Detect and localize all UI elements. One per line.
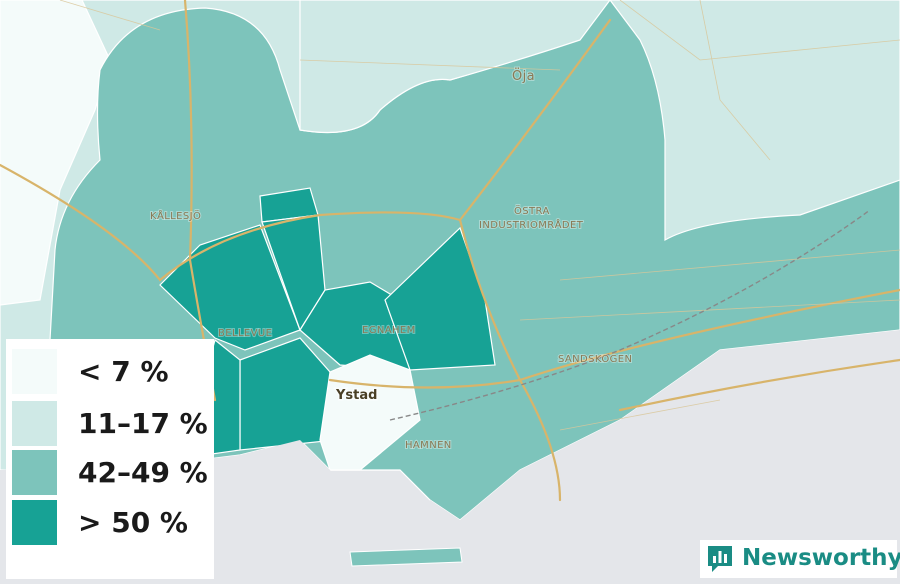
place-label-ostra-1: ÖSTRA [514, 204, 550, 217]
legend-label-high: > 50 % [78, 506, 188, 539]
legend: < 7 % 11–17 % 42–49 % > 50 % [6, 339, 214, 579]
railway [389, 209, 871, 421]
place-label-hamnen: HAMNEN [405, 440, 452, 451]
region-high-5[interactable] [384, 226, 496, 371]
place-label-ostra-2: INDUSTRIOMRÅDET [479, 218, 584, 231]
legend-label-low: 11–17 % [78, 407, 208, 440]
legend-swatch-high [12, 500, 57, 545]
legend-label-mid: 42–49 % [78, 456, 208, 489]
legend-item-lowest: < 7 % [12, 349, 212, 394]
harbour-pier [349, 547, 463, 567]
place-label-oja: Öja [512, 67, 535, 84]
legend-item-low: 11–17 % [12, 401, 212, 446]
legend-swatch-low [12, 401, 57, 446]
place-label-egnahem: EGNAHEM [362, 325, 416, 336]
legend-label-lowest: < 7 % [78, 355, 169, 388]
brand-logo[interactable]: Newsworthy [700, 540, 900, 578]
legend-swatch-lowest [12, 349, 57, 394]
place-label-sandskogen: SANDSKOGEN [558, 354, 632, 365]
road-network-minor [59, 0, 900, 431]
region-harbour-lowest[interactable] [319, 354, 421, 471]
region-west-lowest[interactable] [0, 0, 111, 306]
place-label-bellevue: BELLEVUE [218, 328, 272, 339]
brand-name: Newsworthy [742, 545, 900, 571]
place-label-kallesjo: KÅLLESJÖ [150, 209, 201, 222]
bar-chart-speech-icon [708, 546, 732, 572]
legend-swatch-mid [12, 450, 57, 495]
coastline-sea [0, 330, 900, 584]
place-label-ystad: Ystad [335, 388, 377, 403]
legend-item-high: > 50 % [12, 500, 212, 545]
legend-item-mid: 42–49 % [12, 450, 212, 495]
